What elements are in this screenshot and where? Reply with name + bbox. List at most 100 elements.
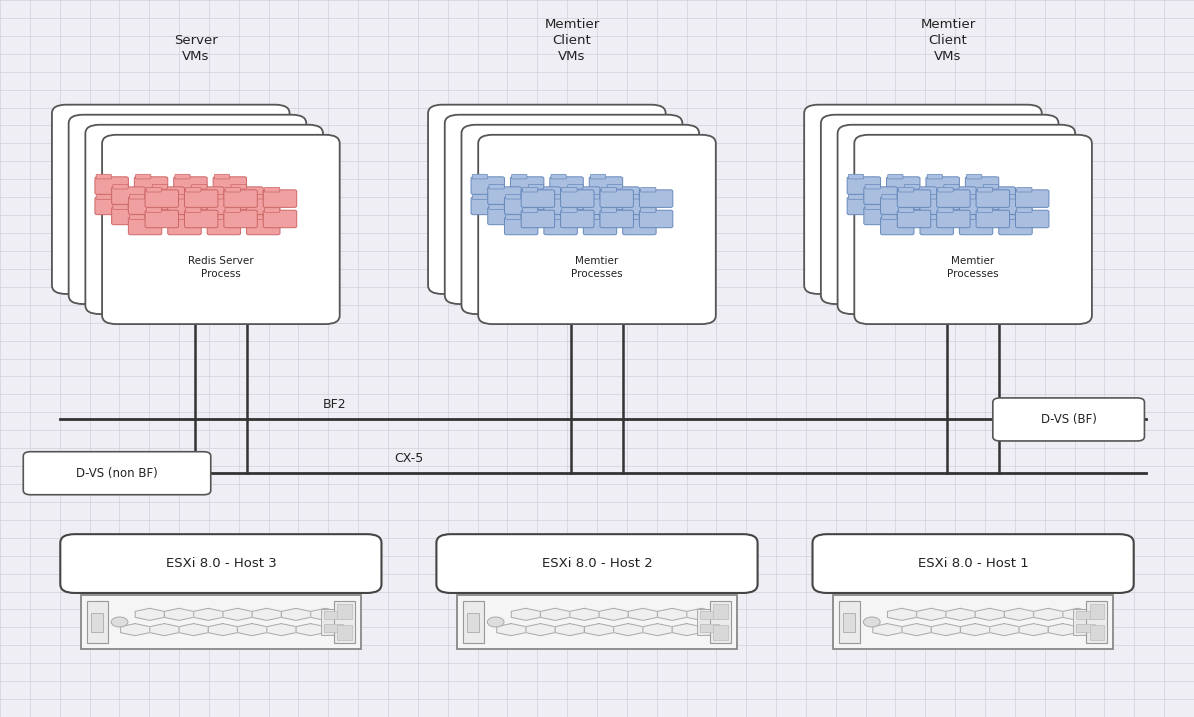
FancyBboxPatch shape	[622, 197, 656, 214]
FancyBboxPatch shape	[960, 194, 975, 199]
Polygon shape	[873, 624, 901, 636]
FancyBboxPatch shape	[174, 195, 190, 199]
Polygon shape	[658, 608, 687, 620]
FancyBboxPatch shape	[567, 184, 583, 189]
FancyBboxPatch shape	[504, 217, 537, 234]
Circle shape	[487, 617, 504, 627]
FancyBboxPatch shape	[427, 105, 665, 294]
FancyBboxPatch shape	[848, 195, 863, 199]
Bar	[91, 613, 103, 632]
FancyBboxPatch shape	[966, 174, 981, 179]
FancyBboxPatch shape	[543, 217, 578, 234]
FancyBboxPatch shape	[983, 184, 998, 189]
FancyBboxPatch shape	[566, 187, 599, 204]
FancyBboxPatch shape	[881, 194, 897, 199]
FancyBboxPatch shape	[444, 115, 682, 304]
FancyBboxPatch shape	[472, 174, 487, 179]
Bar	[1087, 601, 1107, 643]
FancyBboxPatch shape	[943, 205, 959, 209]
Polygon shape	[1004, 608, 1033, 620]
FancyBboxPatch shape	[146, 187, 161, 192]
FancyBboxPatch shape	[639, 210, 672, 228]
FancyBboxPatch shape	[583, 217, 616, 234]
FancyBboxPatch shape	[584, 215, 599, 219]
FancyBboxPatch shape	[936, 210, 970, 228]
FancyBboxPatch shape	[128, 197, 161, 214]
FancyBboxPatch shape	[24, 452, 210, 495]
FancyBboxPatch shape	[528, 184, 543, 189]
Text: D-VS (BF): D-VS (BF)	[1041, 413, 1096, 426]
FancyBboxPatch shape	[1015, 210, 1048, 228]
Polygon shape	[946, 608, 974, 620]
FancyBboxPatch shape	[998, 197, 1032, 214]
FancyBboxPatch shape	[488, 205, 504, 209]
Bar	[1073, 609, 1097, 635]
FancyBboxPatch shape	[605, 187, 639, 204]
Bar	[334, 601, 355, 643]
FancyBboxPatch shape	[208, 215, 223, 219]
FancyBboxPatch shape	[522, 208, 537, 212]
FancyBboxPatch shape	[528, 205, 543, 209]
FancyBboxPatch shape	[263, 210, 296, 228]
FancyBboxPatch shape	[167, 217, 201, 234]
Polygon shape	[887, 608, 916, 620]
Polygon shape	[1020, 624, 1048, 636]
FancyBboxPatch shape	[153, 184, 167, 189]
Bar	[832, 595, 1113, 649]
FancyBboxPatch shape	[607, 205, 622, 209]
Polygon shape	[961, 624, 990, 636]
Bar	[467, 613, 479, 632]
FancyBboxPatch shape	[550, 174, 566, 179]
FancyBboxPatch shape	[561, 210, 595, 228]
FancyBboxPatch shape	[927, 174, 942, 179]
FancyBboxPatch shape	[887, 174, 903, 179]
FancyBboxPatch shape	[640, 187, 656, 192]
FancyBboxPatch shape	[999, 215, 1015, 219]
FancyBboxPatch shape	[998, 217, 1032, 234]
FancyBboxPatch shape	[510, 197, 543, 214]
FancyBboxPatch shape	[94, 177, 128, 194]
FancyBboxPatch shape	[898, 208, 913, 212]
FancyBboxPatch shape	[897, 210, 930, 228]
Bar	[338, 604, 352, 619]
FancyBboxPatch shape	[1016, 208, 1032, 212]
FancyBboxPatch shape	[864, 184, 880, 189]
Bar	[714, 604, 728, 619]
FancyBboxPatch shape	[135, 174, 150, 179]
FancyBboxPatch shape	[566, 207, 599, 224]
Bar	[321, 609, 345, 635]
FancyBboxPatch shape	[639, 190, 672, 207]
Polygon shape	[903, 624, 931, 636]
FancyBboxPatch shape	[505, 215, 521, 219]
Bar	[1090, 604, 1104, 619]
FancyBboxPatch shape	[129, 194, 144, 199]
Polygon shape	[917, 608, 946, 620]
FancyBboxPatch shape	[264, 187, 279, 192]
Bar	[338, 625, 352, 640]
FancyBboxPatch shape	[1015, 190, 1048, 207]
FancyBboxPatch shape	[224, 208, 240, 212]
FancyBboxPatch shape	[544, 194, 560, 199]
Polygon shape	[555, 624, 584, 636]
Polygon shape	[165, 608, 193, 620]
FancyBboxPatch shape	[478, 135, 715, 324]
Bar	[80, 595, 361, 649]
FancyBboxPatch shape	[246, 197, 279, 214]
FancyBboxPatch shape	[60, 534, 381, 593]
FancyBboxPatch shape	[544, 215, 560, 219]
Polygon shape	[193, 608, 222, 620]
FancyBboxPatch shape	[134, 197, 167, 214]
Text: Memtier
Processes: Memtier Processes	[947, 256, 999, 279]
FancyBboxPatch shape	[436, 534, 757, 593]
FancyBboxPatch shape	[522, 187, 537, 192]
Polygon shape	[628, 608, 657, 620]
FancyBboxPatch shape	[543, 197, 578, 214]
FancyBboxPatch shape	[207, 217, 240, 234]
Polygon shape	[223, 608, 252, 620]
Circle shape	[863, 617, 880, 627]
FancyBboxPatch shape	[886, 177, 919, 194]
Text: Memtier
Client
VMs: Memtier Client VMs	[921, 18, 975, 63]
FancyBboxPatch shape	[981, 207, 1015, 224]
FancyBboxPatch shape	[184, 190, 217, 207]
FancyBboxPatch shape	[527, 207, 561, 224]
